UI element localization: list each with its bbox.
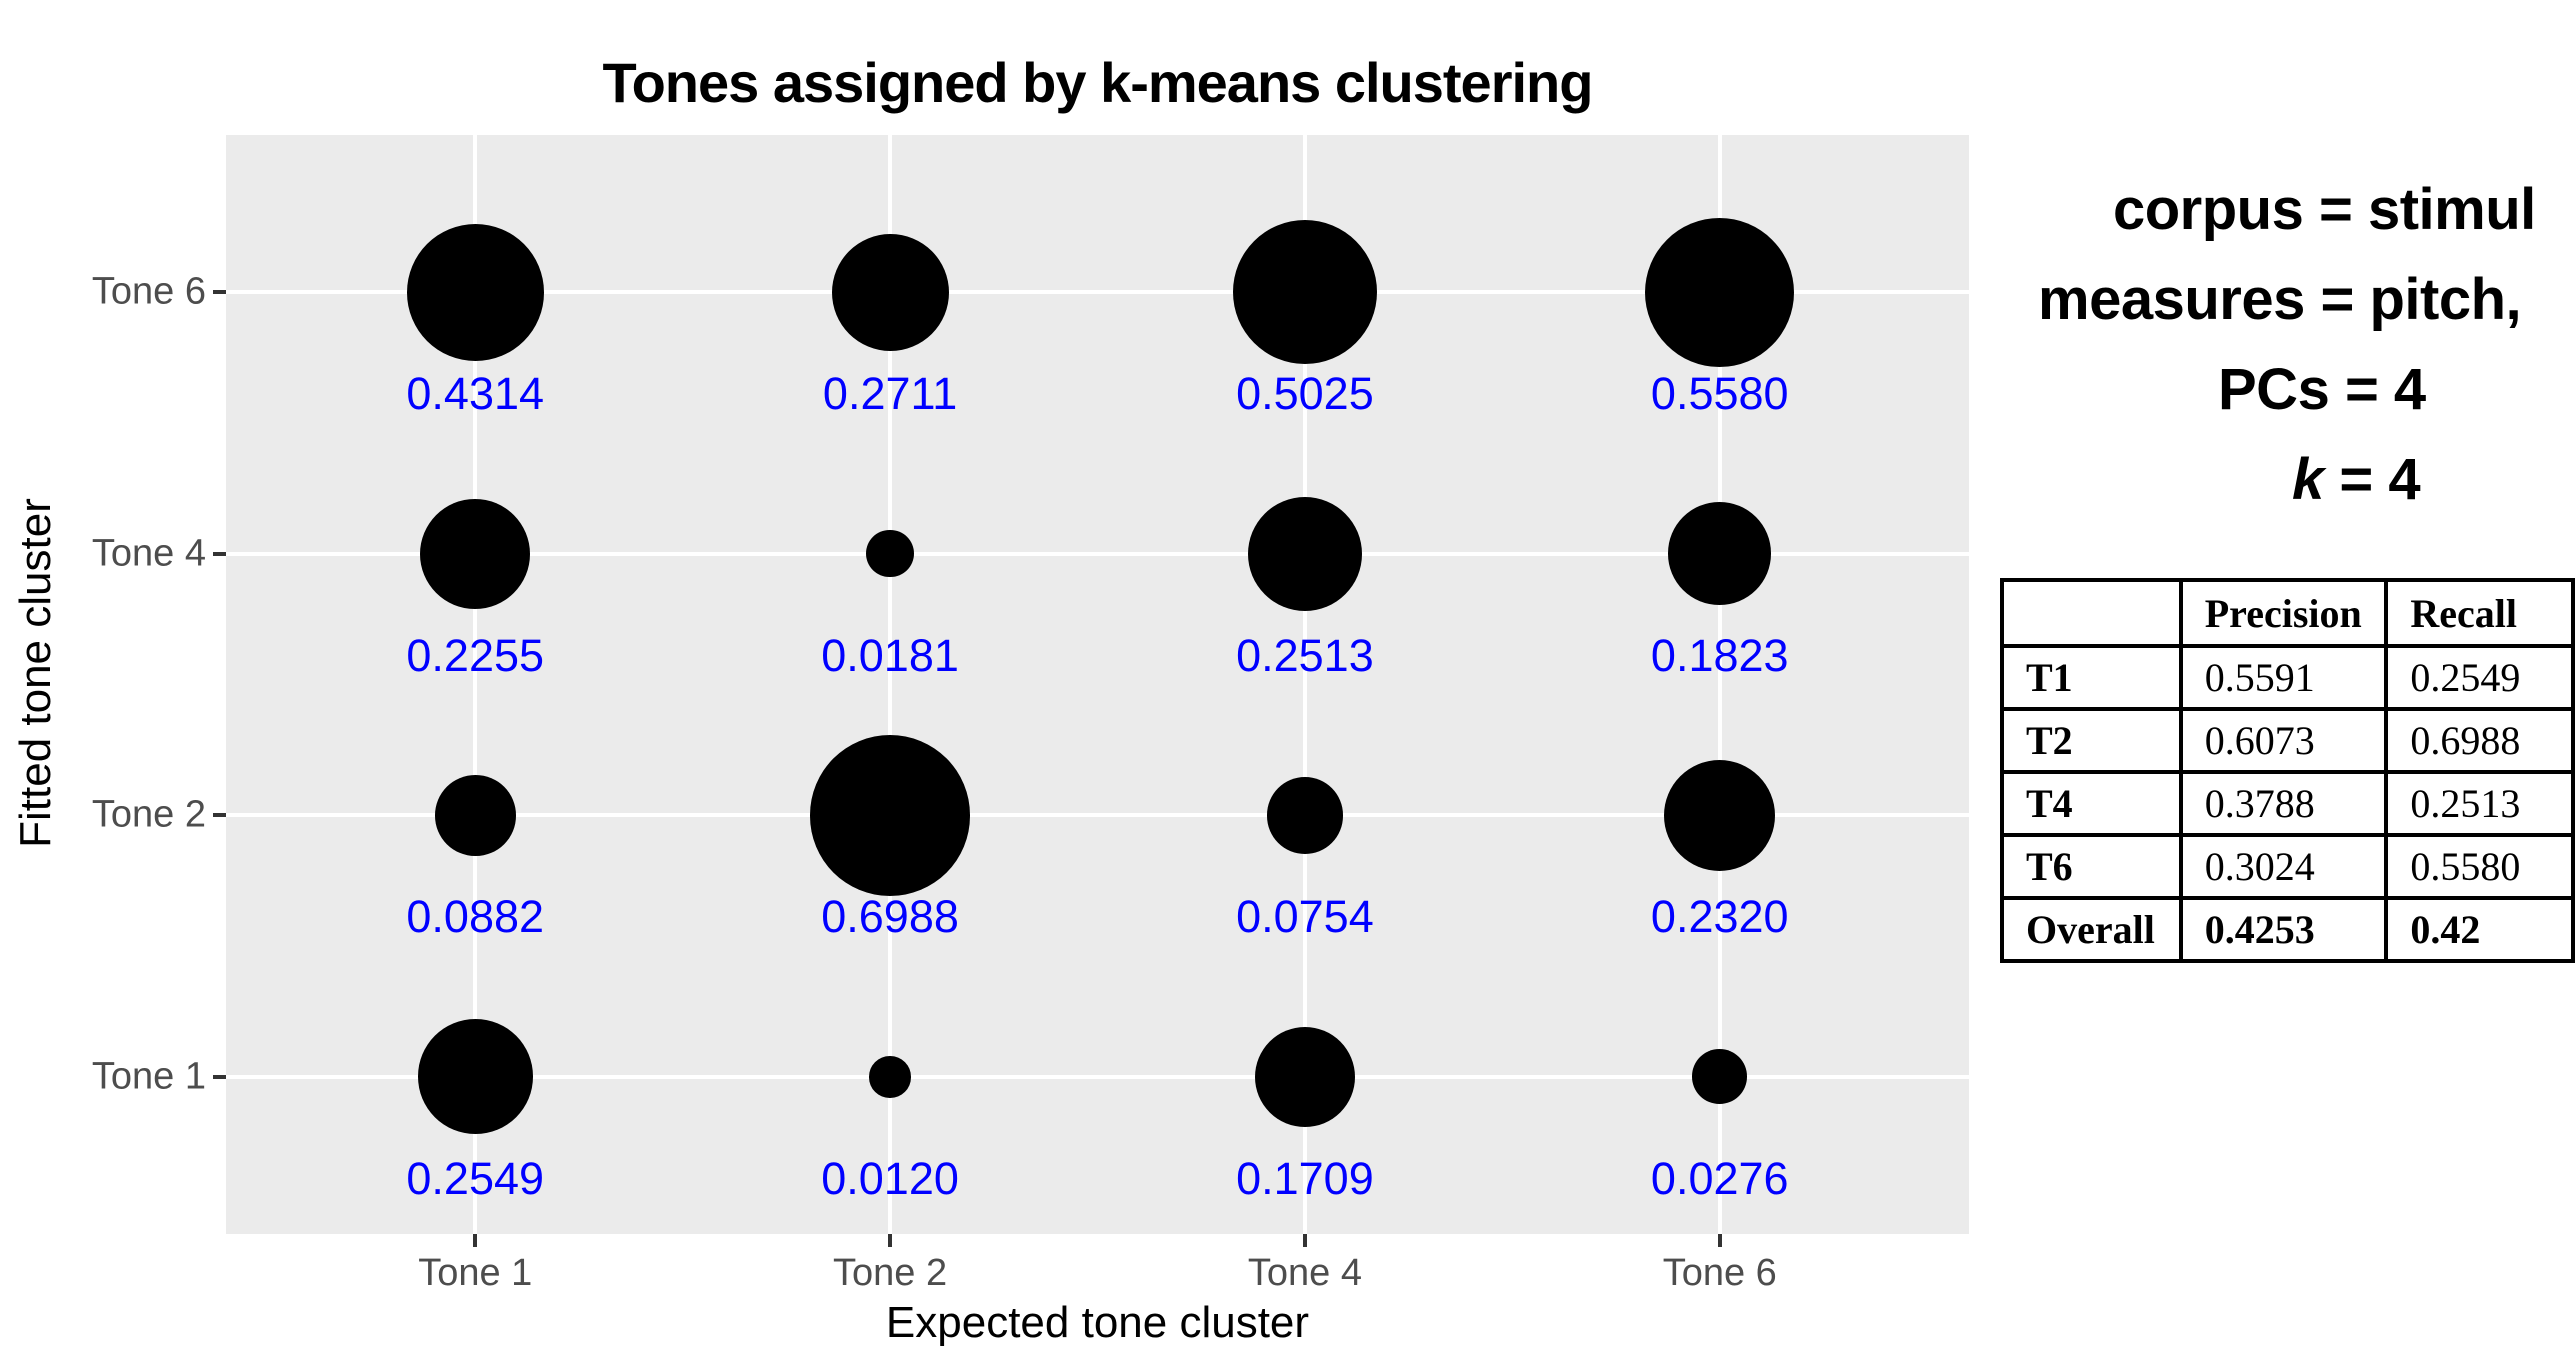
metrics-table-row: T1 0.5591 0.2549 <box>2000 644 2575 711</box>
bubble-value-label: 0.2255 <box>406 629 545 681</box>
y-axis-title: Fitted tone cluster <box>11 498 60 848</box>
recall-value: 0.6988 <box>2384 707 2575 774</box>
bubble <box>1232 220 1377 365</box>
bubble <box>1692 1049 1748 1105</box>
row-label: T6 <box>2000 833 2183 900</box>
y-tick-label: Tone 4 <box>91 532 206 575</box>
bubble-value-label: 0.0754 <box>1236 891 1374 943</box>
x-axis-tick <box>473 1234 478 1247</box>
grid-line-horizontal <box>226 1074 1969 1079</box>
recall-value: 0.42 <box>2384 896 2575 963</box>
metrics-table-row: T2 0.6073 0.6988 <box>2000 707 2575 774</box>
grid-line-horizontal <box>226 813 1969 818</box>
metrics-table-row: T4 0.3788 0.2513 <box>2000 770 2575 837</box>
x-tick-label: Tone 6 <box>1662 1252 1777 1294</box>
x-axis-tick <box>888 1234 893 1247</box>
bubble-value-label: 0.2513 <box>1236 629 1374 681</box>
precision-value: 0.3788 <box>2178 770 2389 837</box>
x-axis-tick <box>1717 1234 1722 1247</box>
param-k-value: = 4 <box>2323 447 2421 512</box>
bubble <box>420 498 531 609</box>
bubble <box>809 734 971 896</box>
bubble-value-label: 0.5025 <box>1236 368 1374 420</box>
bubble-value-label: 0.6988 <box>821 891 959 943</box>
grid-line-vertical <box>1717 135 1722 1234</box>
bubble <box>406 223 544 361</box>
metrics-header-blank <box>2000 578 2183 648</box>
recall-value: 0.2549 <box>2384 644 2575 711</box>
bubble <box>1645 217 1795 367</box>
bubble-value-label: 0.4314 <box>406 368 545 420</box>
bubble <box>1247 496 1363 611</box>
row-label: T2 <box>2000 707 2183 774</box>
y-tick-label: Tone 6 <box>91 270 206 313</box>
grid-line-horizontal <box>226 551 1969 556</box>
bubble-value-label: 0.0882 <box>406 891 545 943</box>
row-label: T4 <box>2000 770 2183 837</box>
bubble <box>1254 1026 1356 1128</box>
bubble <box>417 1019 533 1135</box>
metrics-table: Precision Recall T1 0.5591 0.2549 T2 0.6073 0.6… <box>2000 578 2575 963</box>
metrics-table-header-row: Precision Recall <box>2000 578 2575 648</box>
row-label: Overall <box>2000 896 2183 963</box>
precision-value: 0.6073 <box>2178 707 2389 774</box>
metrics-header-recall: Recall <box>2384 578 2575 648</box>
bubble-value-label: 0.2711 <box>822 368 958 420</box>
bubble-value-label: 0.2549 <box>406 1152 545 1204</box>
bubble-value-label: 0.0120 <box>821 1152 959 1204</box>
grid-line-vertical <box>1302 135 1307 1234</box>
y-axis-tick <box>213 551 226 556</box>
precision-value: 0.3024 <box>2178 833 2389 900</box>
grid-line-horizontal <box>226 290 1969 295</box>
x-tick-label: Tone 4 <box>1247 1252 1362 1294</box>
precision-value: 0.4253 <box>2178 896 2389 963</box>
bubble-value-label: 0.0276 <box>1650 1152 1789 1204</box>
bubble <box>1664 759 1776 871</box>
bubble <box>1266 777 1344 854</box>
chart-title: Tones assigned by k-means clustering <box>602 51 1594 114</box>
param-line-corpus: corpus = stimul <box>2113 177 2536 242</box>
recall-value: 0.5580 <box>2384 833 2575 900</box>
param-line-measures: measures = pitch, <box>2038 267 2522 332</box>
param-line-k: k = 4 <box>2292 451 2421 509</box>
bubble <box>866 529 914 578</box>
chart-panel: 0.4314 0.2711 0.5025 0.5580 0.2255 0.0181 0.25… <box>226 135 1969 1234</box>
y-tick-label: Tone 1 <box>91 1055 206 1098</box>
bubble <box>434 774 516 856</box>
bubble <box>831 233 949 351</box>
grid-line-vertical <box>888 135 893 1234</box>
bubble <box>869 1056 911 1098</box>
metrics-table-row: Overall 0.4253 0.42 <box>2000 896 2575 963</box>
x-tick-label: Tone 2 <box>833 1252 948 1294</box>
bubble-value-label: 0.0181 <box>821 629 959 681</box>
x-axis-title: Expected tone cluster <box>885 1298 1310 1347</box>
y-tick-label: Tone 2 <box>91 793 206 836</box>
bubble <box>1668 502 1772 606</box>
param-k-symbol: k <box>2292 447 2324 512</box>
grid-line-vertical <box>473 135 478 1234</box>
metrics-table-row: T6 0.3024 0.5580 <box>2000 833 2575 900</box>
y-axis-tick <box>213 813 226 818</box>
y-axis-tick <box>213 290 226 295</box>
metrics-header-precision: Precision <box>2178 578 2389 648</box>
param-line-pcs: PCs = 4 <box>2218 357 2426 422</box>
bubble-value-label: 0.1709 <box>1236 1152 1374 1204</box>
bubble-value-label: 0.2320 <box>1650 891 1789 943</box>
bubble-value-label: 0.5580 <box>1650 368 1789 420</box>
x-tick-label: Tone 1 <box>418 1252 533 1294</box>
x-axis-tick <box>1302 1234 1307 1247</box>
recall-value: 0.2513 <box>2384 770 2575 837</box>
y-axis-tick <box>213 1074 226 1079</box>
bubble-value-label: 0.1823 <box>1650 629 1789 681</box>
precision-value: 0.5591 <box>2178 644 2389 711</box>
row-label: T1 <box>2000 644 2183 711</box>
